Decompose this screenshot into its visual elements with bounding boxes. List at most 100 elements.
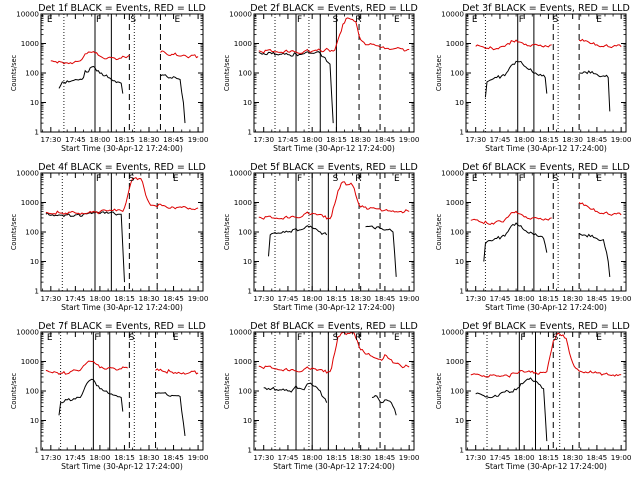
panel-title: Det 4f BLACK = Events, RED = LLD: [38, 162, 206, 173]
x-tick-label: 17:30: [40, 453, 61, 462]
panel-title: Det 5f BLACK = Events, RED = LLD: [250, 162, 418, 173]
lld-series-line: [258, 331, 410, 374]
phase-flag-label: S: [333, 15, 339, 25]
x-tick-label: 18:45: [163, 453, 184, 462]
phase-flag-label: S: [129, 174, 135, 184]
phase-flag-label: E: [472, 174, 478, 184]
y-tick-label: 10: [243, 416, 253, 425]
y-tick-label: 1000: [446, 357, 465, 366]
x-tick-label: 18:15: [326, 294, 347, 303]
events-series-line: [155, 392, 186, 436]
y-tick-label: 1: [459, 446, 464, 455]
x-tick-label: 19:00: [611, 294, 632, 303]
panel-det-4f: Det 4f BLACK = Events, RED = LLD 1 10 100 10…: [10, 162, 209, 312]
lld-series-line: [470, 210, 552, 226]
panel-det-6f: Det 6f BLACK = Events, RED = LLD 1 10 100 10…: [435, 162, 632, 312]
y-tick-label: 10000: [16, 169, 39, 178]
phase-flag-label: E: [394, 333, 400, 343]
x-tick-label: 18:00: [90, 135, 111, 144]
y-tick-label: 1000: [234, 198, 253, 207]
y-tick-label: 10: [30, 416, 40, 425]
panel-det-3f: Det 3f BLACK = Events, RED = LLD 1 10 100 10…: [435, 3, 632, 153]
y-tick-label: 100: [450, 387, 464, 396]
events-series-line: [58, 378, 124, 416]
phase-flag-label: R: [355, 174, 361, 184]
phase-flag-label: F: [96, 15, 101, 25]
y-axis-label: Counts/sec: [223, 372, 231, 409]
x-tick-label: 17:45: [65, 294, 86, 303]
x-tick-label: 18:30: [562, 294, 583, 303]
y-tick-label: 10: [455, 257, 465, 266]
y-tick-label: 10000: [229, 169, 252, 178]
x-tick-label: 18:45: [375, 453, 396, 462]
x-tick-label: 18:00: [302, 135, 323, 144]
plot-frame: [253, 13, 415, 133]
x-tick-label: 18:45: [587, 294, 608, 303]
x-tick-label: 17:45: [490, 453, 511, 462]
phase-flag-label: E: [47, 15, 53, 25]
phase-flag-label: F: [297, 333, 302, 343]
x-tick-label: 19:00: [399, 294, 420, 303]
plot-frame: [465, 13, 627, 133]
x-axis-label: Start Time (30-Apr-12 17:24:00): [273, 303, 395, 312]
events-series-line: [45, 211, 125, 283]
y-tick-label: 100: [25, 69, 39, 78]
y-tick-label: 1000: [21, 357, 40, 366]
events-series-line: [365, 225, 397, 277]
y-tick-label: 10: [30, 257, 40, 266]
y-tick-label: 10: [243, 257, 253, 266]
y-tick-label: 100: [238, 228, 252, 237]
y-axis-label: Counts/sec: [223, 213, 231, 250]
phase-flag-label: F: [96, 174, 101, 184]
x-tick-label: 18:00: [514, 135, 535, 144]
phase-flag-label: E: [394, 15, 400, 25]
phase-flag-label: E: [596, 15, 602, 25]
y-axis-label: Counts/sec: [10, 372, 18, 409]
lld-series-line: [258, 181, 410, 220]
events-series-line: [258, 51, 334, 124]
x-tick-label: 19:00: [399, 453, 420, 462]
y-tick-label: 1: [459, 128, 464, 137]
events-series-line: [579, 70, 611, 112]
plot-frame: [40, 331, 204, 451]
x-tick-label: 17:45: [278, 453, 299, 462]
x-tick-label: 17:45: [490, 294, 511, 303]
panel-det-9f: Det 9f BLACK = Events, RED = LLD 1 10 100 10…: [435, 321, 632, 471]
x-tick-label: 19:00: [188, 135, 209, 144]
plot-frame: [40, 13, 204, 133]
y-tick-label: 10000: [16, 328, 39, 337]
x-tick-label: 18:15: [326, 135, 347, 144]
phase-flag-label: F: [519, 174, 524, 184]
lld-series-line: [258, 17, 410, 54]
phase-flag-label: R: [355, 333, 361, 343]
x-tick-label: 17:45: [65, 135, 86, 144]
phase-flag-label: E: [173, 333, 179, 343]
panel-title: Det 2f BLACK = Events, RED = LLD: [250, 3, 418, 14]
x-tick-label: 17:30: [465, 294, 486, 303]
y-tick-label: 1000: [21, 198, 40, 207]
lld-series-line: [475, 39, 552, 51]
y-axis-label: Counts/sec: [223, 54, 231, 91]
y-tick-label: 10000: [16, 10, 39, 19]
x-tick-label: 17:45: [490, 135, 511, 144]
phase-flag-label: E: [394, 174, 400, 184]
x-tick-label: 17:30: [253, 294, 274, 303]
x-tick-label: 18:30: [562, 453, 583, 462]
panel-title: Det 9f BLACK = Events, RED = LLD: [462, 321, 630, 332]
plot-frame: [253, 331, 415, 451]
panel-det-1f: Det 1f BLACK = Events, RED = LLD 1 10 100 10…: [10, 3, 209, 153]
x-tick-label: 18:15: [538, 135, 559, 144]
plot-frame: [253, 172, 415, 292]
x-tick-label: 18:45: [163, 294, 184, 303]
phase-flag-label: R: [355, 15, 361, 25]
events-series-line: [371, 395, 397, 416]
x-tick-label: 17:30: [253, 453, 274, 462]
x-tick-label: 18:45: [163, 135, 184, 144]
panel-title: Det 8f BLACK = Events, RED = LLD: [250, 321, 418, 332]
x-tick-label: 17:45: [65, 453, 86, 462]
events-series-line: [578, 232, 611, 277]
phase-flag-label: E: [472, 15, 478, 25]
y-tick-label: 100: [25, 228, 39, 237]
x-tick-label: 18:00: [90, 453, 111, 462]
phase-flag-label: S: [553, 15, 559, 25]
